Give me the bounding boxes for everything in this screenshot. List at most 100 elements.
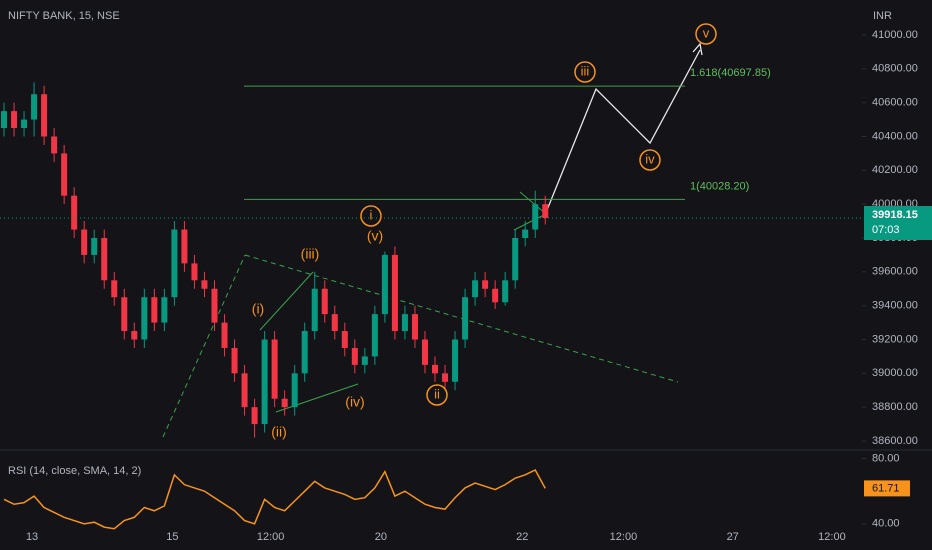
fib-label: 1.618(40697.85)	[690, 67, 771, 79]
candle-body	[341, 331, 348, 348]
candle-body	[321, 288, 328, 315]
candle-body	[201, 280, 208, 289]
candle-body	[211, 288, 218, 323]
candle-body	[21, 119, 28, 129]
candle-body	[401, 314, 408, 332]
candle-body	[91, 238, 98, 255]
currency: INR	[873, 10, 892, 22]
x-tick-label: 13	[26, 531, 38, 543]
candle-body	[331, 314, 338, 332]
candle-body	[111, 280, 118, 298]
wave-label: ii	[434, 386, 440, 401]
candle-body	[11, 111, 18, 129]
candle-body	[311, 288, 318, 332]
candle-body	[291, 373, 298, 408]
trend-line	[162, 254, 246, 438]
wave-label: iii	[581, 63, 590, 78]
candle-body	[0, 111, 8, 129]
candle-body	[131, 331, 138, 340]
y-tick-label: 39600.00	[872, 266, 918, 278]
candle-body	[241, 373, 248, 408]
sub-wave-label: (iv)	[345, 394, 364, 410]
candle-body	[542, 204, 549, 219]
wave-label: v	[703, 25, 710, 40]
x-tick-label: 12:00	[257, 531, 285, 543]
wave-label: iv	[645, 151, 655, 166]
sub-wave-label: (i)	[252, 301, 264, 317]
arrow-head	[692, 42, 703, 56]
candle-body	[31, 94, 38, 120]
rsi-last: 61.71	[872, 482, 900, 494]
candle-body	[512, 238, 519, 281]
chart-title: NIFTY BANK, 15, NSE	[8, 10, 120, 22]
candle-body	[421, 339, 428, 365]
candle-body	[361, 356, 368, 365]
y-tick-label: 40600.00	[872, 97, 918, 109]
candle-body	[301, 331, 308, 374]
wedge-line	[275, 383, 359, 413]
sub-wave-label: (ii)	[271, 424, 287, 440]
candle-body	[101, 238, 108, 281]
candle-body	[492, 288, 499, 303]
candle-body	[522, 229, 529, 238]
sub-wave-label: (iii)	[301, 246, 320, 262]
wave-circle	[360, 205, 382, 227]
rsi-badge	[864, 480, 910, 497]
candle-body	[472, 280, 479, 298]
x-tick-label: 12:00	[610, 531, 638, 543]
last-time: 07:03	[872, 224, 900, 236]
candle-body	[161, 297, 168, 323]
candle-body	[462, 297, 469, 340]
y-tick-label: 39000.00	[872, 367, 918, 379]
trend-line	[244, 254, 679, 383]
x-tick-label: 15	[166, 531, 178, 543]
rsi-title: RSI (14, close, SMA, 14, 2)	[8, 465, 141, 477]
candle-body	[191, 263, 198, 281]
y-tick-label: 38600.00	[872, 435, 918, 447]
candle-body	[442, 373, 449, 382]
candle-body	[261, 339, 268, 425]
y-tick-label: 38800.00	[872, 401, 918, 413]
projection-path	[544, 49, 701, 216]
candle-body	[452, 339, 459, 382]
candle-body	[41, 94, 48, 137]
candle-body	[251, 407, 258, 425]
last-price: 39918.15	[872, 209, 918, 221]
candle-body	[532, 204, 539, 230]
candle-body	[381, 254, 388, 315]
sub-wave-label: (v)	[367, 228, 383, 244]
rsi-tick-label: 80.00	[872, 452, 900, 464]
wave-label: i	[370, 207, 373, 222]
x-tick-label: 22	[516, 531, 528, 543]
candle-body	[81, 229, 88, 255]
rsi-tick-label: 40.00	[872, 518, 900, 530]
y-tick-label: 40200.00	[872, 164, 918, 176]
x-tick-label: 12:00	[818, 531, 846, 543]
x-tick-label: 27	[727, 531, 739, 543]
candle-body	[121, 297, 128, 332]
wedge-line	[259, 271, 314, 331]
candle-body	[411, 314, 418, 340]
candle-body	[482, 280, 489, 289]
x-tick-label: 20	[375, 531, 387, 543]
y-tick-label: 39200.00	[872, 333, 918, 345]
fib-label: 1(40028.20)	[690, 180, 749, 192]
y-tick-label: 40800.00	[872, 63, 918, 75]
candle-body	[502, 280, 509, 303]
y-tick-label: 39400.00	[872, 300, 918, 312]
candle-body	[271, 339, 278, 399]
candle-body	[231, 347, 238, 374]
candle-body	[61, 153, 68, 196]
candle-body	[151, 297, 158, 323]
rsi-line	[3, 468, 546, 530]
candle-body	[281, 398, 288, 408]
candle-body	[371, 314, 378, 357]
candle-body	[351, 347, 358, 365]
candle-body	[141, 297, 148, 340]
candle-body	[71, 195, 78, 230]
price-badge	[864, 206, 932, 241]
candle-body	[432, 364, 439, 374]
candle-body	[181, 229, 188, 264]
